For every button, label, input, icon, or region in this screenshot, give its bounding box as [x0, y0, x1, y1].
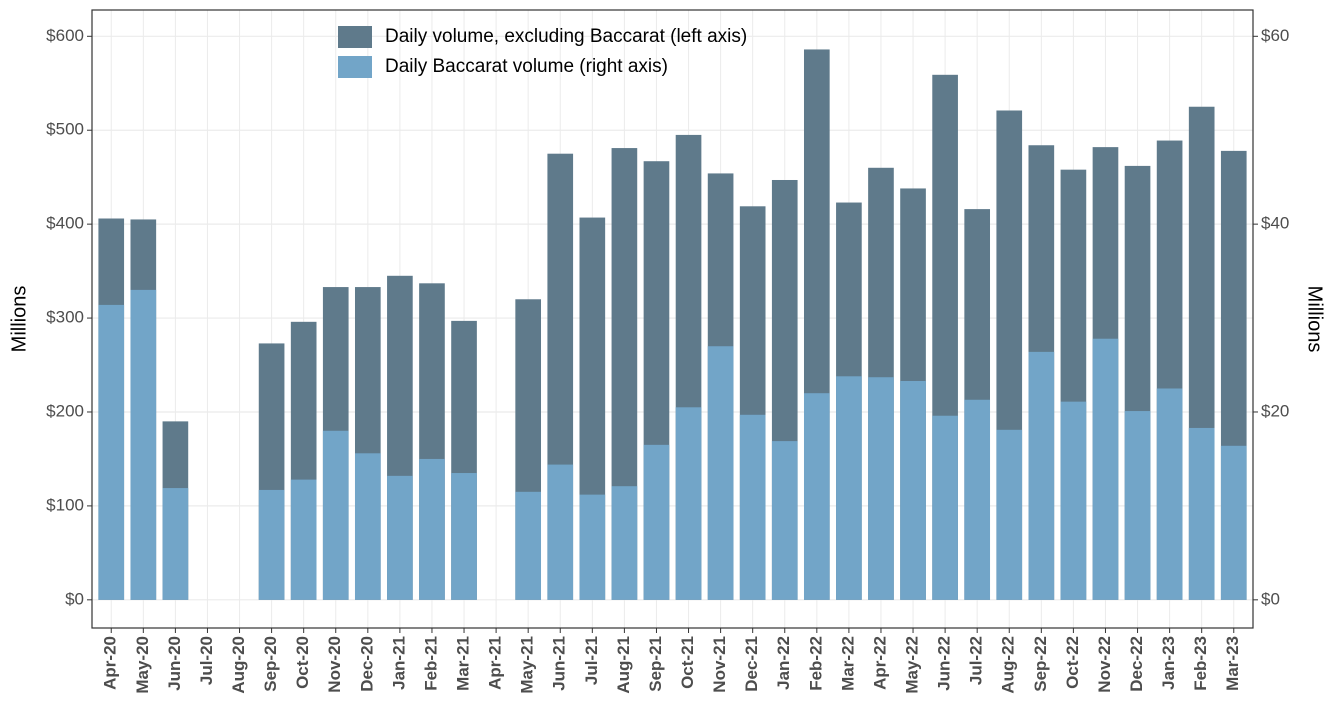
bar: [739, 414, 766, 600]
x-tick-label: Nov-21: [710, 636, 729, 693]
x-tick-label: Dec-21: [742, 636, 761, 692]
x-tick-label: Oct-21: [678, 636, 697, 689]
x-tick-label: Mar-21: [454, 636, 473, 691]
bar: [547, 464, 574, 600]
bar: [996, 429, 1023, 600]
y2-tick-label: $0: [1261, 589, 1280, 608]
bar: [451, 473, 477, 600]
x-tick-label: Apr-20: [101, 636, 120, 690]
x-tick-label: Sep-22: [1031, 636, 1050, 692]
x-tick-label: Jan-23: [1159, 636, 1178, 690]
x-tick-label: Jul-21: [582, 636, 601, 685]
x-tick-label: Jul-20: [197, 636, 216, 685]
x-tick-label: Jan-22: [774, 636, 793, 690]
bar: [1028, 351, 1055, 600]
bar: [290, 479, 317, 600]
bar: [1188, 427, 1215, 600]
x-tick-label: Dec-22: [1127, 636, 1146, 692]
x-tick-label: May-21: [518, 636, 537, 694]
x-tick-label: Aug-22: [999, 636, 1018, 694]
x-tick-label: Mar-22: [838, 636, 857, 691]
y2-tick-label: $60: [1261, 26, 1289, 45]
bar: [162, 488, 189, 600]
x-tick-label: Oct-20: [293, 636, 312, 689]
x-tick-label: Feb-23: [1191, 636, 1210, 691]
x-tick-label: Sep-20: [261, 636, 280, 692]
x-tick-label: Feb-21: [421, 636, 440, 691]
legend-key: [338, 26, 372, 48]
x-tick-label: May-20: [133, 636, 152, 694]
bar: [1124, 411, 1151, 600]
x-tick-label: Nov-20: [325, 636, 344, 693]
bar: [868, 377, 894, 600]
bar: [354, 453, 381, 600]
x-tick-label: Aug-21: [614, 636, 633, 694]
bar: [1156, 388, 1183, 600]
plot-border: [91, 9, 1254, 629]
bar: [932, 415, 958, 600]
x-tick-label: Dec-20: [357, 636, 376, 692]
y-tick-label: $300: [46, 308, 84, 327]
y-axis-label: Millions: [8, 286, 30, 353]
bar: [130, 289, 157, 600]
y2-tick-label: $40: [1261, 214, 1289, 233]
x-tick-label: Apr-21: [486, 636, 505, 690]
x-tick-label: Jun-21: [550, 636, 569, 691]
legend-key: [338, 56, 372, 78]
bar: [98, 304, 125, 600]
bar: [964, 399, 991, 600]
bar: [1060, 401, 1087, 600]
bar: [579, 494, 606, 600]
bar: [419, 458, 445, 600]
legend-label: Daily Baccarat volume (right axis): [385, 56, 668, 77]
x-tick-label: Oct-22: [1063, 636, 1082, 689]
bar: [771, 441, 798, 600]
bar: [515, 491, 542, 600]
x-tick-label: Apr-22: [870, 636, 889, 690]
bar: [258, 489, 285, 600]
y-tick-label: $0: [65, 589, 84, 608]
x-tick-label: Jun-22: [935, 636, 954, 691]
y-tick-label: $100: [46, 495, 84, 514]
y-tick-label: $400: [46, 214, 84, 233]
y-tick-label: $600: [46, 26, 84, 45]
x-tick-label: Jun-20: [165, 636, 184, 691]
bar: [1092, 338, 1119, 600]
x-tick-label: May-22: [903, 636, 922, 694]
bar: [707, 346, 734, 600]
bar: [643, 444, 670, 600]
bar: [322, 430, 349, 600]
y2-axis-label: Millions: [1304, 286, 1326, 353]
bar: [900, 380, 926, 600]
plot-background: [92, 10, 1253, 628]
bar: [836, 376, 862, 600]
x-tick-label: Sep-21: [646, 636, 665, 692]
y-tick-label: $500: [46, 120, 84, 139]
bar: [387, 475, 413, 600]
x-tick-label: Jan-21: [389, 636, 408, 690]
y2-tick-label: $20: [1261, 401, 1289, 420]
bar: [611, 486, 638, 600]
bar: [675, 407, 702, 600]
x-tick-label: Jul-22: [967, 636, 986, 685]
x-tick-label: Aug-20: [229, 636, 248, 694]
x-tick-label: Feb-22: [806, 636, 825, 691]
x-tick-label: Mar-23: [1223, 636, 1242, 691]
legend-label: Daily volume, excluding Baccarat (left a…: [385, 26, 747, 47]
bar: [803, 393, 830, 600]
y-tick-label: $200: [46, 401, 84, 420]
bar: [1220, 445, 1247, 600]
x-tick-label: Nov-22: [1095, 636, 1114, 693]
